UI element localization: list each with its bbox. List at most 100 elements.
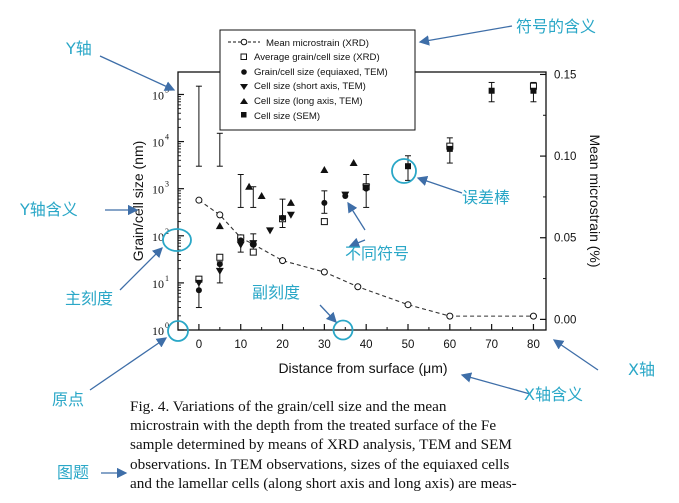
point-cell-short-axis-tem	[341, 191, 350, 199]
annotation-different-symbols: 不同符号	[345, 244, 409, 263]
point-cell-long-axis-tem	[320, 165, 329, 173]
annotation-labels: 符号的含义 Y轴 Y轴含义 主刻度 原点 图题 误差棒 不同符号 副刻度 X轴 …	[19, 17, 655, 482]
point-grain-equiaxed-tem	[279, 214, 286, 221]
arrow-symbols-1	[347, 201, 366, 231]
annotation-caption: 图题	[57, 463, 89, 482]
annotation-y-axis: Y轴	[65, 39, 92, 58]
arrow-symbols-2	[348, 237, 366, 248]
legend-open-square	[240, 53, 247, 60]
caption-line: Fig. 4. Variations of the grain/cell siz…	[130, 398, 447, 415]
arrow-x-axis	[552, 339, 599, 371]
point-mean-microstrain	[279, 257, 287, 265]
arrow-y-axis	[99, 55, 176, 91]
point-cell-long-axis-tem	[215, 222, 224, 230]
annotation-arrows	[89, 25, 599, 479]
legend-label-2: Grain/cell size (equiaxed, TEM)	[254, 67, 388, 78]
point-cell-short-axis-tem	[215, 267, 224, 275]
point-mean-microstrain	[216, 211, 224, 219]
annotation-major-tick: 主刻度	[65, 289, 113, 308]
y-tick-label: 10	[152, 230, 164, 244]
x-tick-label: 80	[527, 339, 540, 351]
x-tick-label: 10	[234, 339, 247, 351]
arrow-origin	[89, 337, 168, 391]
series-line-microstrain	[198, 199, 534, 317]
series-layer	[194, 81, 537, 320]
point-cell-short-axis-tem	[286, 211, 295, 219]
figure-caption: Fig. 4. Variations of the grain/cell siz…	[130, 397, 650, 493]
x-tick-label: 70	[485, 339, 498, 351]
annotation-markers	[162, 158, 417, 342]
annotation-x-axis: X轴	[628, 360, 655, 379]
y-tick-label: 10	[152, 136, 164, 150]
y-axis-label: Grain/cell size (nm)	[130, 141, 146, 262]
legend-filled-square	[241, 112, 247, 118]
point-cell-long-axis-tem	[257, 191, 266, 199]
arrow-legend-meaning	[418, 25, 513, 46]
x-tick-label: 50	[402, 339, 415, 351]
y2-tick-label: 0.15	[554, 69, 576, 81]
annotation-origin: 原点	[52, 390, 84, 409]
y2-tick-label: 0.10	[554, 151, 576, 163]
x-tick-label: 0	[196, 339, 202, 351]
point-mean-microstrain	[320, 268, 328, 276]
y2-tick-label: 0.05	[554, 233, 576, 245]
point-mean-microstrain	[404, 301, 412, 309]
y2-tick-label: 0.00	[554, 314, 576, 326]
point-cell-long-axis-tem	[286, 198, 295, 206]
error-bar-highlight	[391, 158, 417, 184]
point-cell-size-sem	[488, 87, 495, 94]
y-tick-label: 10	[152, 324, 164, 338]
point-cell-long-axis-tem	[245, 182, 254, 190]
caption-line: microstrain with the depth from the trea…	[130, 417, 497, 435]
point-avg-grain-xrd	[320, 218, 328, 226]
y-tick-exponent: 1	[165, 274, 169, 283]
legend-box	[219, 29, 416, 131]
point-cell-short-axis-tem	[194, 279, 203, 287]
point-mean-microstrain	[529, 312, 537, 320]
origin-highlight	[167, 320, 189, 342]
point-cell-size-sem	[446, 145, 453, 152]
legend: Mean microstrain (XRD) Average grain/cel…	[219, 29, 416, 131]
minor-tick-highlight	[332, 319, 354, 341]
annotation-minor-tick: 副刻度	[252, 283, 300, 302]
arrow-x-axis-meaning	[460, 372, 531, 395]
x-tick-label: 20	[276, 339, 289, 351]
point-grain-equiaxed-tem	[321, 199, 328, 206]
legend-label-4: Cell size (long axis, TEM)	[254, 96, 363, 107]
x-tick-label: 30	[318, 339, 331, 351]
y2-axis-label: Mean microstrain (%)	[587, 134, 603, 267]
x-tick-label: 40	[360, 339, 373, 351]
point-avg-grain-xrd	[216, 253, 224, 261]
point-mean-microstrain	[195, 196, 203, 204]
legend-label-0: Mean microstrain (XRD)	[266, 38, 369, 49]
major-tick-highlight	[162, 228, 192, 252]
annotation-legend-meaning: 符号的含义	[516, 17, 596, 36]
arrow-error-bar	[416, 176, 463, 194]
y-tick-label: 10	[152, 277, 164, 291]
point-cell-short-axis-tem	[249, 240, 258, 248]
y-tick-exponent: 0	[165, 321, 169, 330]
arrow-major-tick	[119, 247, 163, 291]
arrow-minor-tick	[319, 304, 337, 323]
point-cell-size-sem	[405, 163, 411, 170]
legend-label-1: Average grain/cell size (XRD)	[254, 52, 380, 63]
caption-line: observations. In TEM observations, sizes…	[130, 455, 510, 473]
point-grain-equiaxed-tem	[216, 261, 223, 268]
x-axis-label: Distance from surface (μm)	[278, 360, 447, 376]
point-mean-microstrain	[446, 312, 454, 320]
x-tick-label: 60	[443, 339, 456, 351]
point-cell-size-sem	[530, 87, 537, 94]
point-cell-short-axis-tem	[266, 227, 274, 235]
y-tick-label: 10	[152, 183, 164, 197]
legend-open-circle	[240, 38, 248, 46]
point-cell-short-axis-tem	[362, 184, 371, 192]
caption-line: and the lamellar cells (along short axis…	[130, 474, 517, 492]
point-mean-microstrain	[354, 283, 362, 291]
legend-label-5: Cell size (SEM)	[254, 111, 320, 122]
y-tick-exponent: 3	[165, 180, 169, 189]
point-cell-short-axis-tem	[236, 241, 245, 249]
y-tick-label: 10	[152, 88, 164, 102]
point-avg-grain-xrd	[249, 248, 257, 256]
